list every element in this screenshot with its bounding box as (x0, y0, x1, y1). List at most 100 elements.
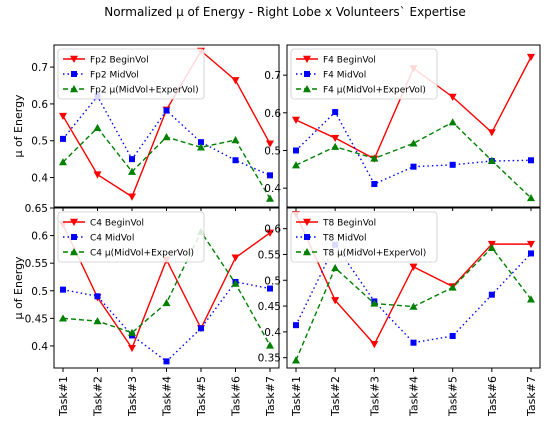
data-point (198, 139, 204, 146)
data-point (448, 283, 457, 291)
legend-box (57, 48, 205, 100)
legend-label: F4 MidVol (323, 71, 366, 81)
y-tick-label: 0.5 (264, 275, 281, 287)
data-point (410, 339, 417, 346)
data-point (487, 156, 496, 164)
x-tick-label: Task#1 (57, 376, 70, 417)
data-point (231, 77, 240, 85)
data-point (267, 285, 273, 292)
legend-marker (70, 248, 78, 256)
y-tick-label: 0.4 (264, 327, 281, 339)
data-point (93, 171, 102, 179)
data-point (197, 143, 205, 151)
data-point (163, 107, 170, 114)
legend-box (290, 211, 438, 263)
legend-marker (304, 71, 310, 77)
data-point (527, 193, 535, 202)
y-axis-label: μ of Energy (12, 256, 25, 320)
data-point (60, 286, 66, 293)
legend: Fp2 BeginVol Fp2 MidVol Fp2 μ(MidVol+Exper… (57, 48, 205, 100)
data-point (266, 140, 274, 148)
legend-label: T8 μ(MidVol+ExperVol) (322, 249, 426, 259)
data-point (370, 341, 379, 349)
data-point (231, 254, 240, 262)
legend-box (290, 48, 438, 100)
y-tick-label: 0.6 (31, 99, 48, 111)
legend-label: C4 MidVol (90, 234, 134, 244)
data-point (129, 156, 135, 163)
data-point (128, 193, 136, 201)
legend-label: Fp2 MidVol (90, 71, 139, 81)
data-point (449, 333, 456, 339)
x-tick-label: Task#2 (92, 376, 105, 417)
legend-label: C4 BeginVol (90, 219, 144, 229)
legend: F4 BeginVol F4 MidVol F4 μ(MidVol+ExperVol… (290, 48, 438, 100)
series-line (295, 110, 532, 185)
legend-label: Fp2 μ(MidVol+ExperVol) (90, 86, 199, 96)
data-point (448, 118, 457, 126)
series-exper (59, 123, 274, 202)
legend-marker (71, 234, 77, 240)
data-point (527, 240, 535, 249)
plot-area (292, 210, 535, 364)
x-tick-label: Task#6 (230, 376, 243, 417)
legend: T8 BeginVol T8 MidVol T8 μ(MidVol+ExperVol… (290, 211, 438, 263)
data-point (409, 302, 418, 310)
legend-label: Fp2 BeginVol (90, 56, 149, 66)
data-point (409, 263, 418, 271)
data-point (198, 325, 204, 332)
legend-box (57, 211, 205, 263)
legend-marker (70, 55, 78, 63)
y-tick-label: 0.55 (258, 249, 281, 261)
x-tick-label: Task#1 (290, 376, 303, 417)
data-point (528, 250, 534, 257)
data-point (128, 167, 136, 175)
legend-label: C4 μ(MidVol+ExperVol) (90, 249, 194, 259)
data-point (448, 93, 457, 101)
x-tick-label: Task#4 (161, 376, 174, 417)
data-point (266, 229, 274, 237)
data-point (293, 322, 299, 329)
legend-label: T8 BeginVol (322, 219, 376, 229)
chart-panel-c4: 0.4 0.45 0.5 0.55 0.6 0.65 Task#1 Task#2 Task#3 T… (12, 203, 280, 417)
figure-title: Normalized μ of Energy - Right Lobe x Vo… (104, 5, 466, 19)
y-tick-label: 0.65 (25, 203, 48, 215)
data-point (162, 298, 171, 307)
chart-panel-t8: 0.35 0.4 0.45 0.5 0.55 0.6 Task#1 Task#2 Task#3 T… (258, 207, 541, 417)
legend-marker (303, 55, 311, 63)
y-tick-label: 0.5 (264, 145, 281, 157)
data-point (528, 157, 534, 164)
y-tick-label: 0.6 (264, 108, 281, 120)
x-tick-label: Task#3 (126, 376, 139, 417)
y-tick-label: 0.4 (31, 173, 48, 185)
y-tick-label: 0.5 (31, 286, 48, 298)
data-point (410, 163, 417, 170)
data-point (370, 154, 379, 162)
x-tick-label: Task#7 (264, 376, 277, 417)
y-tick-label: 0.45 (25, 313, 48, 325)
series-line (295, 121, 532, 199)
y-axis-label: μ of Energy (12, 94, 25, 158)
chart-panel-f4: 0.4 0.5 0.6 0.7 F4 BeginVol F4 MidVol F4 μ(Mid… (264, 44, 541, 211)
series-mid (60, 278, 273, 365)
data-point (331, 263, 340, 272)
y-tick-label: 0.4 (31, 341, 48, 353)
legend: C4 BeginVol C4 MidVol C4 μ(MidVol+ExperVol… (57, 211, 205, 263)
series-line (62, 281, 271, 363)
data-point (449, 161, 456, 168)
y-tick-label: 0.45 (258, 301, 281, 313)
data-point (331, 297, 340, 305)
data-point (292, 161, 300, 169)
data-point (331, 142, 340, 150)
data-point (232, 157, 239, 164)
y-tick-label: 0.7 (264, 70, 281, 82)
data-point (267, 172, 273, 179)
data-point (488, 291, 495, 298)
chart-panel-fp2: 0.4 0.5 0.6 0.7 μ of Energy Fp2 BeginVol Fp2 M… (12, 44, 280, 211)
data-point (128, 344, 136, 353)
legend-label: F4 μ(MidVol+ExperVol) (323, 86, 426, 96)
data-point (231, 279, 240, 287)
x-tick-label: Task#5 (195, 376, 208, 417)
x-tick-label: Task#2 (329, 376, 342, 417)
